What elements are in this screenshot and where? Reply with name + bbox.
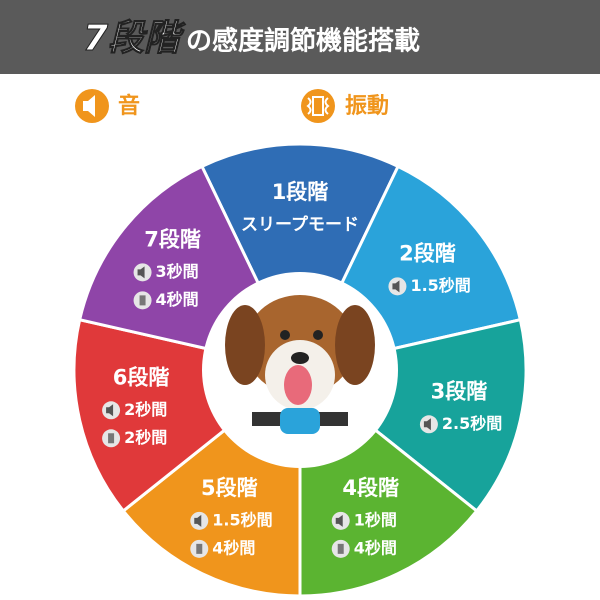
vibration-icon [301,89,335,123]
level-label: 1段階 [272,180,329,204]
vibration-glyph [139,295,146,306]
dog-ear [335,305,375,385]
sound-time: 1.5秒間 [212,510,272,529]
legend-vibration: 振動 [345,94,389,119]
sound-time: 2秒間 [124,400,167,419]
sound-glyph [335,514,343,527]
vibration-glyph [337,543,344,554]
sound-glyph [392,280,400,293]
dog-nose [291,352,309,364]
vibration-glyph [196,543,203,554]
sound-time: 1.5秒間 [410,276,470,295]
dog-eye [313,330,323,340]
header-bar [0,0,600,74]
sound-glyph [106,404,114,417]
level-label: 4段階 [342,476,399,500]
sound-time: 1秒間 [354,510,397,529]
vibration-glyph [306,96,330,116]
level-label: 7段階 [144,227,201,251]
legend-sound: 音 [118,93,140,119]
level-label: 2段階 [399,241,456,265]
level-label: 3段階 [431,379,488,403]
vibration-glyph [108,433,115,444]
sound-time: 3秒間 [156,262,199,281]
vibration-time: 4秒間 [212,538,255,557]
sound-glyph [137,266,145,279]
dog-photo [202,272,398,468]
vibration-time: 4秒間 [156,290,199,309]
title-rest: の感度調節機能搭載 [186,26,420,57]
dog-tongue [284,365,312,405]
sound-glyph [194,514,202,527]
sound-time: 2.5秒間 [442,414,502,433]
vibration-time: 2秒間 [124,428,167,447]
level-label: 5段階 [201,476,258,500]
dog-eye [280,330,290,340]
collar-device [280,408,320,434]
level-label: 6段階 [113,365,170,389]
sound-glyph [423,418,431,431]
sound-glyph [83,95,95,117]
dog-ear [225,305,265,385]
title-main: 7段階 [83,18,186,59]
vibration-time: 4秒間 [354,538,397,557]
mode-label: スリープモード [241,214,359,235]
